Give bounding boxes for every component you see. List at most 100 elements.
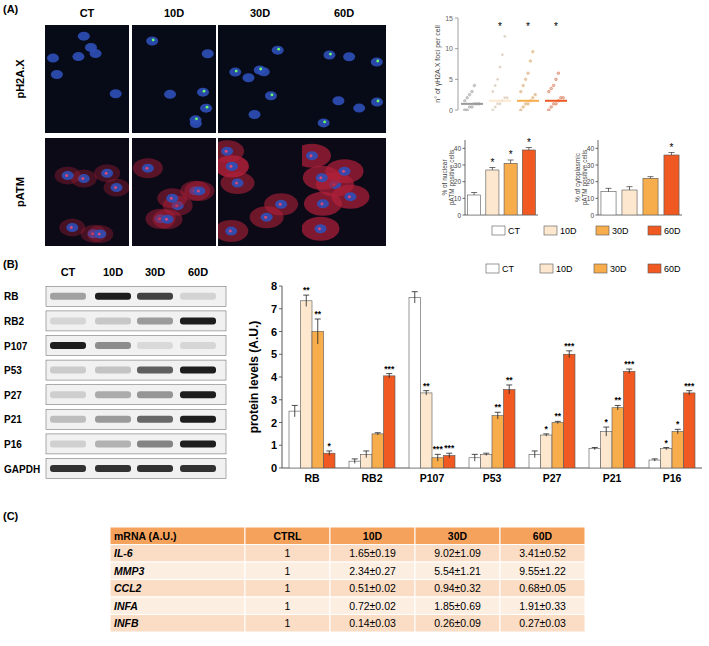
dot — [494, 84, 497, 87]
blot-row-label: P27 — [4, 390, 22, 401]
blot-band — [50, 317, 86, 324]
nucleus — [90, 49, 102, 58]
bar — [372, 434, 384, 468]
nuclear-stain — [342, 170, 345, 173]
table-cell-text: 5.54±1.21 — [434, 565, 481, 577]
error-bar — [566, 351, 572, 358]
table-cell-text: INFA — [114, 600, 138, 612]
foci — [376, 60, 379, 63]
bar — [504, 390, 516, 468]
blot-band — [137, 416, 173, 423]
nucleus — [94, 230, 106, 239]
error-bar — [626, 369, 632, 374]
error-bar — [508, 160, 514, 163]
dot — [468, 93, 471, 96]
y-tick — [463, 181, 466, 182]
cytoplasm-stain — [94, 164, 120, 182]
nucleus — [314, 224, 326, 233]
y-label-line: pATM positive cells — [448, 149, 456, 205]
blot-column-label: 10D — [103, 266, 123, 278]
panel-label: (A) — [3, 3, 19, 15]
y-tick — [279, 377, 282, 378]
blot-band — [50, 416, 86, 423]
nucleus — [47, 54, 59, 63]
x-tick-label: P27 — [543, 472, 562, 484]
error-bar — [495, 412, 501, 419]
column-label: CT — [80, 7, 95, 19]
y-tick — [279, 445, 282, 446]
bar — [486, 170, 499, 215]
dot — [499, 66, 502, 69]
y-tick — [279, 468, 282, 469]
y-tick-label: 8 — [271, 280, 277, 292]
blot-band — [95, 342, 131, 349]
table-cell — [415, 615, 500, 633]
y-tick-label: 4 — [271, 371, 278, 383]
bar — [684, 393, 696, 468]
dot — [499, 103, 502, 106]
bar — [522, 150, 535, 215]
nucleus — [229, 68, 241, 77]
cytoplasm-stain — [87, 225, 113, 243]
dot — [466, 109, 469, 111]
legend-label: 10D — [560, 226, 577, 236]
dot — [471, 106, 474, 109]
table-cell-text: 0.94±0.32 — [434, 582, 481, 594]
blot-band — [50, 367, 86, 374]
y-tick-label: 0 — [271, 462, 277, 474]
dot — [524, 78, 527, 81]
nucleus — [339, 167, 351, 176]
nucleus — [232, 179, 244, 188]
legend-label: 30D — [612, 226, 629, 236]
table-cell-text: 0.14±0.03 — [349, 617, 396, 629]
blot-row-label: P107 — [4, 341, 28, 352]
dot — [555, 103, 558, 106]
significance: *** — [684, 381, 695, 391]
error-bar — [532, 451, 538, 458]
nucleus — [200, 104, 212, 113]
micrograph-bg — [302, 25, 386, 133]
y-tick-label: 7 — [271, 303, 277, 315]
y-tick — [596, 181, 599, 182]
y-tick — [596, 148, 599, 149]
table-cell — [330, 562, 415, 580]
y-tick-label: 0 — [590, 212, 594, 219]
y-tick-label: 0 — [449, 107, 453, 114]
table-cell — [415, 545, 500, 563]
error-bar — [686, 391, 692, 396]
error-bar — [352, 459, 358, 464]
dot — [520, 90, 523, 93]
legend-swatch — [544, 226, 557, 235]
blot-strip — [46, 336, 226, 356]
cytoplasm-stain — [303, 166, 341, 190]
micrograph-bg — [132, 138, 216, 246]
y-label: % of cytoplasmicpATM positive cells — [574, 149, 590, 205]
table-cell-text: 1.65±0.19 — [349, 547, 396, 559]
table-header-text: 60D — [533, 530, 553, 542]
dot — [492, 109, 495, 111]
table-header-text: 30D — [448, 530, 468, 542]
y-tick — [463, 148, 466, 149]
table-header-cell — [415, 527, 500, 545]
dot — [522, 84, 525, 87]
significance: * — [665, 438, 669, 448]
error-bar — [326, 451, 332, 456]
dot — [522, 106, 525, 109]
table-cell-text: 2.34±0.27 — [349, 565, 396, 577]
legend-label: 60D — [664, 226, 681, 236]
dot — [520, 109, 523, 111]
blot-band — [95, 416, 131, 423]
y-tick-label: 6 — [271, 326, 277, 338]
micrograph — [218, 138, 302, 246]
y-axis — [465, 140, 466, 215]
table-cell — [330, 580, 415, 598]
dot — [464, 100, 467, 103]
error-bar — [615, 405, 621, 410]
table-cell-text: 1 — [285, 582, 291, 594]
nucleus — [261, 213, 273, 222]
dot — [473, 84, 476, 87]
foci — [152, 39, 155, 42]
y-tick-label: 15 — [445, 15, 453, 22]
table-cell — [245, 562, 330, 580]
nucleus — [142, 164, 154, 173]
